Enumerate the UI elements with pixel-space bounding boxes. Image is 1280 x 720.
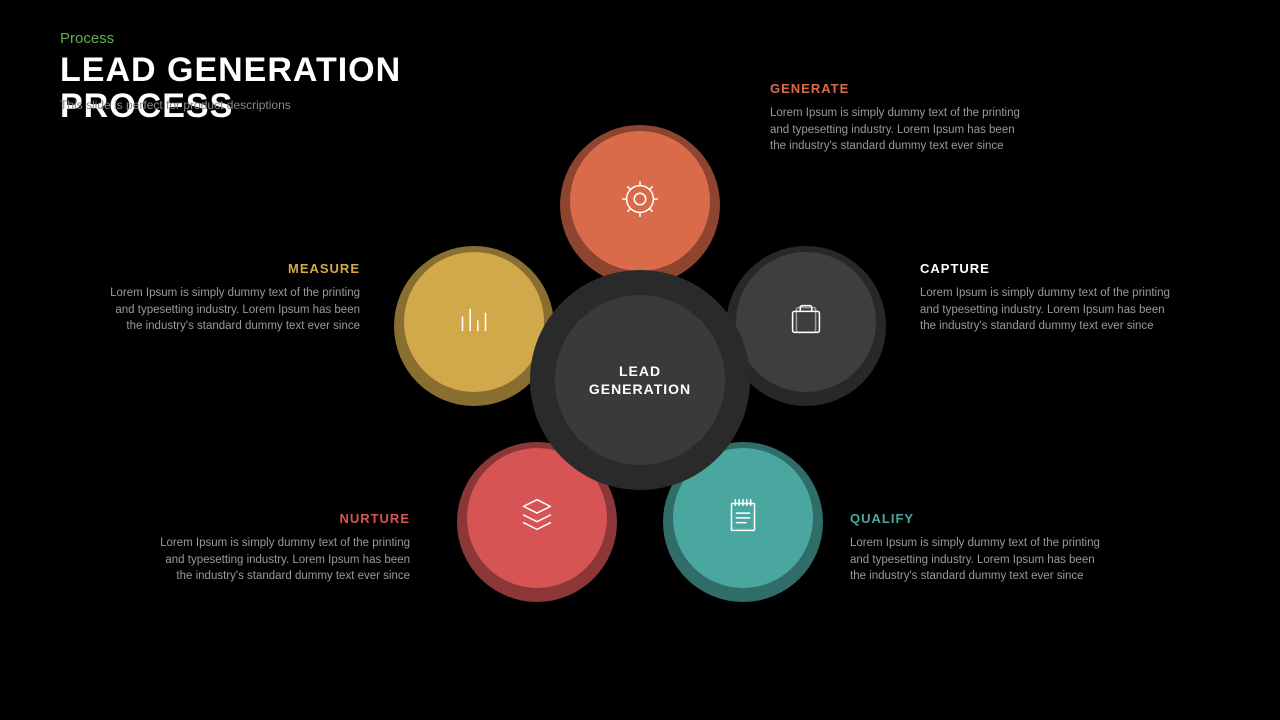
textblock-measure: MEASURE Lorem Ipsum is simply dummy text … xyxy=(100,260,360,335)
petal-title: GENERATE xyxy=(770,80,1030,99)
petal-desc: Lorem Ipsum is simply dummy text of the … xyxy=(770,105,1030,155)
petal-title: QUALIFY xyxy=(850,510,1110,529)
petal-generate xyxy=(560,125,720,285)
petal-title: CAPTURE xyxy=(920,260,1180,279)
textblock-capture: CAPTURE Lorem Ipsum is simply dummy text … xyxy=(920,260,1180,335)
petal-desc: Lorem Ipsum is simply dummy text of the … xyxy=(850,535,1110,585)
center-ring: LEAD GENERATION xyxy=(530,270,750,490)
petal-title: MEASURE xyxy=(100,260,360,279)
petal-title: NURTURE xyxy=(150,510,410,529)
notepad-icon xyxy=(720,492,766,543)
textblock-qualify: QUALIFY Lorem Ipsum is simply dummy text … xyxy=(850,510,1110,585)
title-line1: LEAD GENERATION xyxy=(60,51,401,89)
header: Process LEAD GENERATION PROCESS This sli… xyxy=(60,30,401,124)
layers-icon xyxy=(514,492,560,543)
eyebrow: Process xyxy=(60,30,401,47)
petal-desc: Lorem Ipsum is simply dummy text of the … xyxy=(150,535,410,585)
petal-desc: Lorem Ipsum is simply dummy text of the … xyxy=(100,285,360,335)
petal-capture xyxy=(726,246,886,406)
center-circle: LEAD GENERATION xyxy=(555,295,725,465)
textblock-generate: GENERATE Lorem Ipsum is simply dummy text… xyxy=(770,80,1030,155)
petal-face xyxy=(736,252,876,392)
bars-icon xyxy=(451,296,497,347)
center-label: LEAD GENERATION xyxy=(589,362,691,398)
briefcase-icon xyxy=(783,296,829,347)
main-title: LEAD GENERATION PROCESS xyxy=(60,53,401,124)
gear-icon xyxy=(617,176,663,227)
subtitle: This slide is perfect for product descri… xyxy=(60,98,291,112)
petal-face xyxy=(404,252,544,392)
petal-face xyxy=(570,131,710,271)
textblock-nurture: NURTURE Lorem Ipsum is simply dummy text … xyxy=(150,510,410,585)
petal-desc: Lorem Ipsum is simply dummy text of the … xyxy=(920,285,1180,335)
